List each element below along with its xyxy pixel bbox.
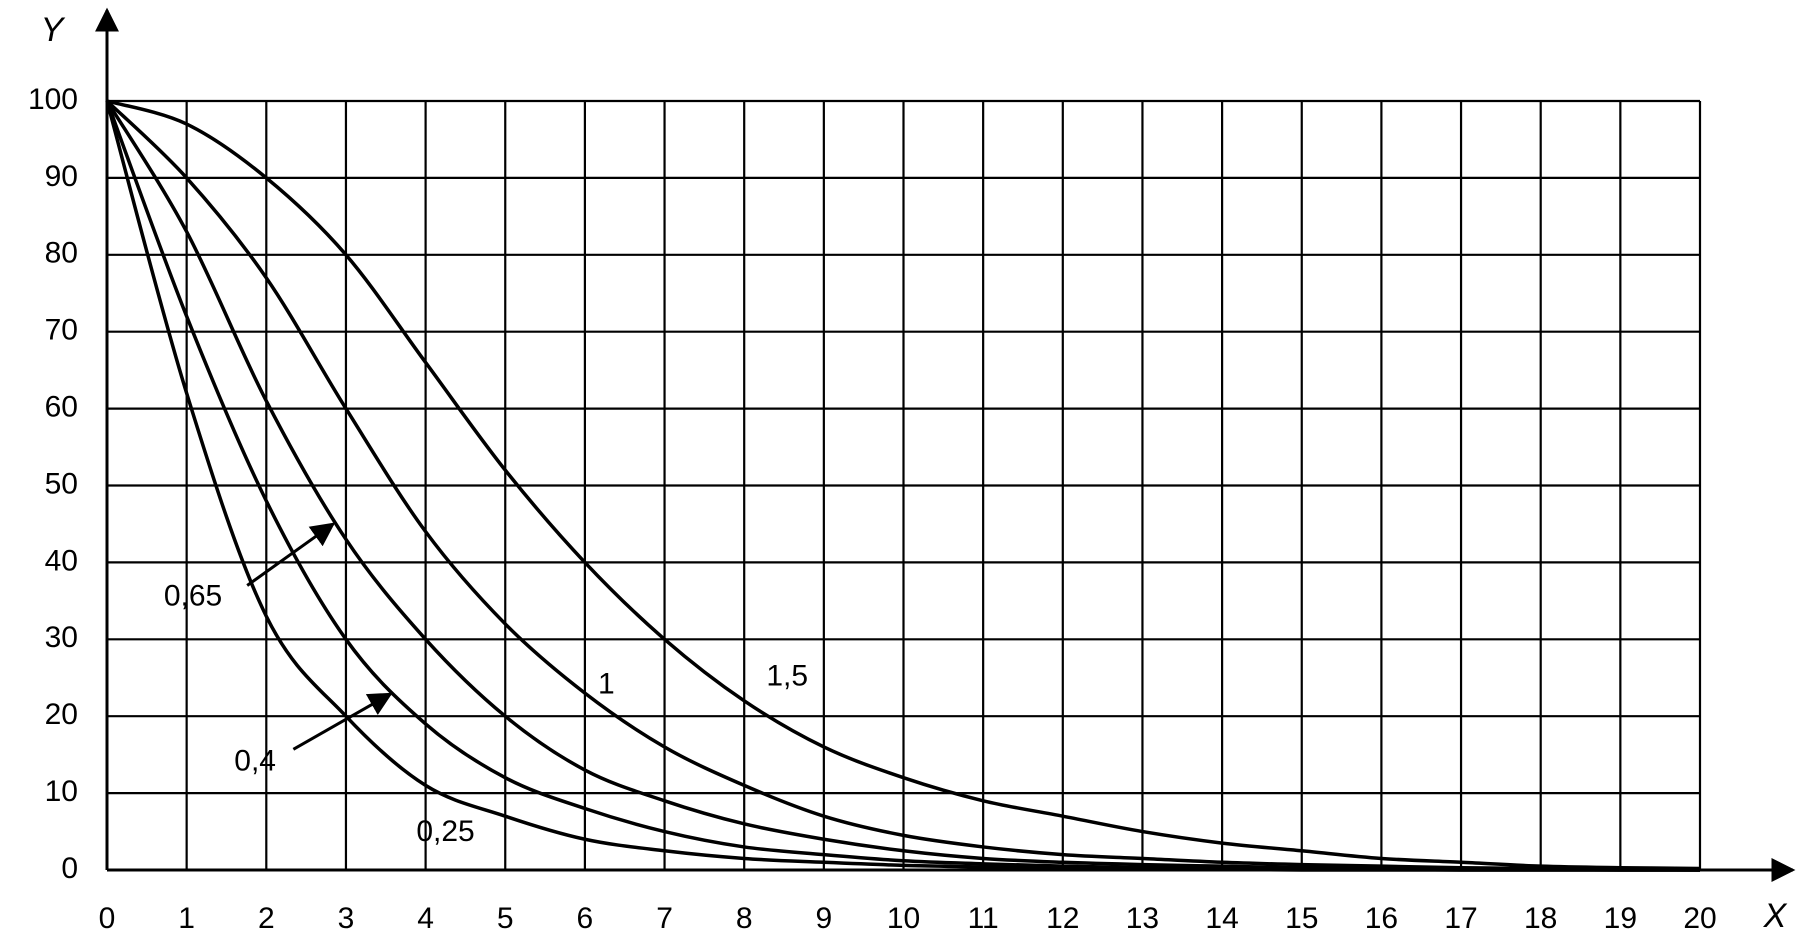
x-tick-label: 13 <box>1126 902 1159 935</box>
x-tick-label: 12 <box>1046 902 1079 935</box>
y-axis-label: Y <box>41 11 66 49</box>
series-label: 0,4 <box>234 744 276 777</box>
x-tick-label: 20 <box>1683 902 1716 935</box>
y-tick-label: 20 <box>45 698 78 731</box>
y-tick-label: 100 <box>28 83 78 116</box>
x-tick-label: 9 <box>816 902 833 935</box>
curve <box>106 99 1701 871</box>
curve <box>105 100 1701 872</box>
x-tick-label: 10 <box>887 902 920 935</box>
x-tick-label: 17 <box>1444 902 1477 935</box>
x-tick-label: 14 <box>1205 902 1238 935</box>
label-arrow <box>292 692 393 751</box>
y-tick-label: 90 <box>45 160 78 193</box>
y-tick-label: 70 <box>45 314 78 347</box>
x-tick-label: 1 <box>178 902 195 935</box>
x-tick-label: 15 <box>1285 902 1318 935</box>
curve <box>105 99 1701 872</box>
y-tick-label: 40 <box>45 544 78 577</box>
x-tick-label: 8 <box>736 902 753 935</box>
x-tick-label: 2 <box>258 902 275 935</box>
x-tick-label: 5 <box>497 902 514 935</box>
y-tick-label: 80 <box>45 237 78 270</box>
x-tick-label: 11 <box>968 902 999 935</box>
x-tick-label: 16 <box>1365 902 1398 935</box>
x-tick-label: 4 <box>417 902 434 935</box>
series-label: 0,25 <box>416 815 474 848</box>
x-tick-label: 3 <box>338 902 355 935</box>
x-tick-label: 18 <box>1524 902 1557 935</box>
y-tick-label: 10 <box>45 775 78 808</box>
series-label: 1,5 <box>766 660 808 693</box>
x-tick-label: 19 <box>1604 902 1637 935</box>
x-tick-label: 6 <box>577 902 594 935</box>
series-label: 0,65 <box>164 580 222 613</box>
x-tick-label: 7 <box>656 902 673 935</box>
series-label: 1 <box>598 667 615 700</box>
y-tick-label: 30 <box>45 621 78 654</box>
x-tick-label: 0 <box>99 902 116 935</box>
y-tick-label: 60 <box>45 391 78 424</box>
label-arrow <box>246 522 336 587</box>
x-axis-label: X <box>1763 897 1788 935</box>
y-tick-label: 0 <box>61 852 78 885</box>
y-tick-label: 50 <box>45 467 78 500</box>
